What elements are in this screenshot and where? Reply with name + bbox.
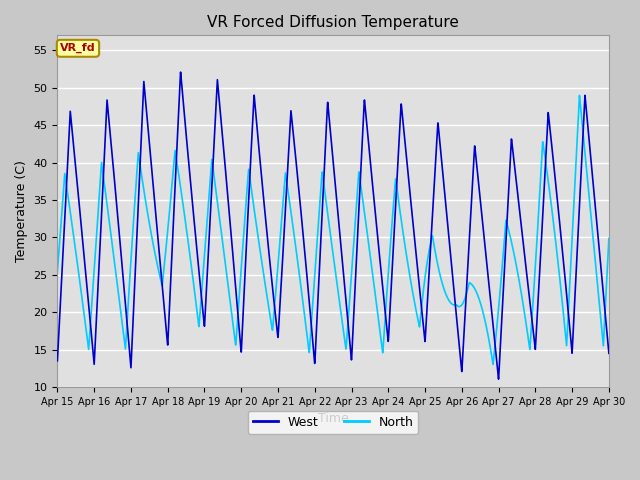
North <box>605 236 612 241</box>
West <box>149 181 157 187</box>
North <box>149 240 157 246</box>
Legend: West, North: West, North <box>248 410 419 433</box>
West <box>535 281 543 287</box>
West <box>605 350 612 356</box>
North <box>595 291 602 297</box>
North <box>116 305 124 311</box>
North <box>575 93 583 98</box>
North <box>265 305 273 311</box>
Line: West: West <box>58 72 609 379</box>
Y-axis label: Temperature (C): Temperature (C) <box>15 160 28 262</box>
X-axis label: Time: Time <box>318 412 349 425</box>
Text: VR_fd: VR_fd <box>60 43 96 53</box>
Title: VR Forced Diffusion Temperature: VR Forced Diffusion Temperature <box>207 15 459 30</box>
West <box>116 242 124 248</box>
West <box>495 376 502 382</box>
North <box>489 361 497 367</box>
North <box>289 222 296 228</box>
West <box>54 358 61 364</box>
West <box>595 237 602 243</box>
West <box>265 251 273 257</box>
West <box>177 69 184 75</box>
Line: North: North <box>58 96 609 364</box>
West <box>289 128 297 133</box>
North <box>535 206 543 212</box>
North <box>54 269 61 275</box>
